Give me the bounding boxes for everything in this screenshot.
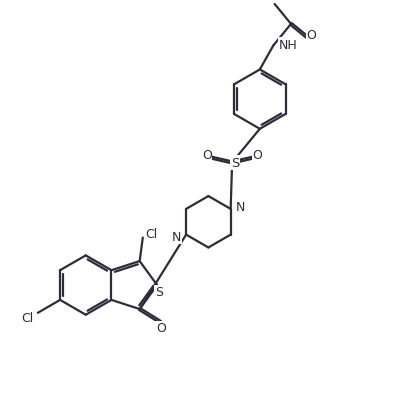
Text: N: N — [235, 200, 245, 213]
Text: N: N — [172, 231, 181, 244]
Text: S: S — [155, 286, 163, 298]
Text: O: O — [156, 322, 166, 335]
Text: NH: NH — [279, 39, 298, 52]
Text: O: O — [252, 149, 262, 162]
Text: O: O — [202, 149, 212, 162]
Text: O: O — [306, 28, 316, 42]
Text: Cl: Cl — [21, 311, 33, 324]
Text: Cl: Cl — [145, 227, 157, 241]
Text: S: S — [231, 156, 239, 170]
